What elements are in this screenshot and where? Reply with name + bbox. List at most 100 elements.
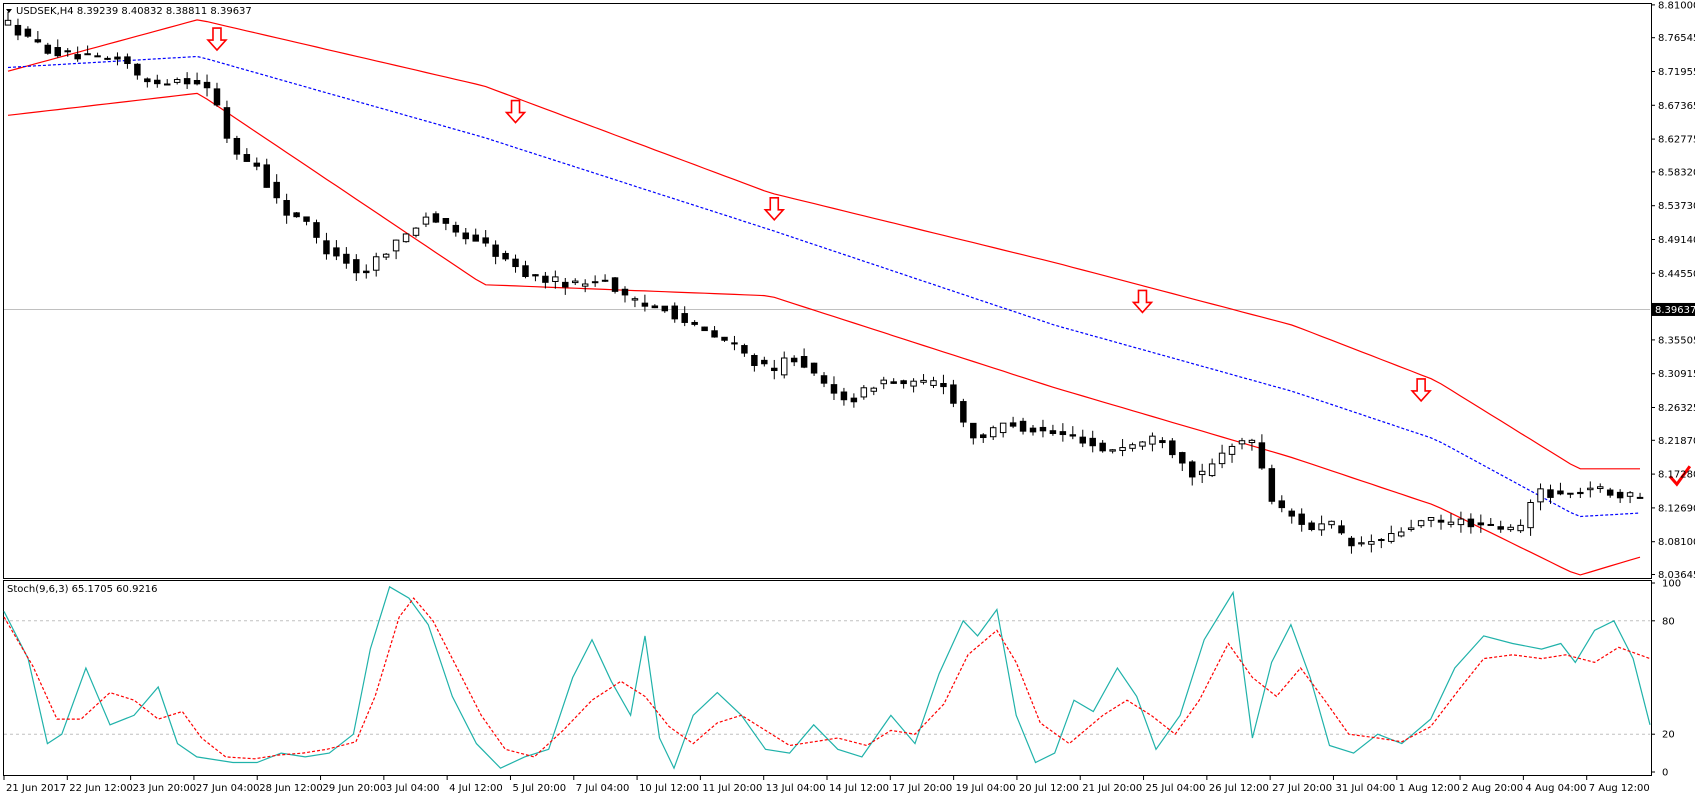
candle — [253, 157, 261, 171]
candle-body — [14, 24, 22, 36]
candle — [1388, 525, 1395, 544]
candle-body — [442, 218, 450, 224]
candle-body — [900, 380, 907, 385]
candle — [741, 343, 748, 357]
candle — [263, 158, 270, 188]
candle — [134, 63, 141, 80]
candle — [233, 135, 241, 160]
candle-body — [1407, 527, 1415, 530]
candle — [1606, 487, 1614, 498]
candle-body — [1208, 463, 1216, 477]
time-tick-label: 19 Jul 04:00 — [956, 783, 1016, 794]
candle-body — [1029, 427, 1037, 433]
candle — [1348, 536, 1355, 554]
candle — [1597, 483, 1604, 493]
candle-body — [1597, 486, 1604, 490]
candle-body — [502, 252, 509, 260]
candle — [930, 376, 937, 389]
candle — [213, 82, 221, 107]
candle — [34, 31, 42, 44]
candle — [1368, 534, 1375, 553]
price-tick-label: 8.17280 — [1658, 470, 1695, 481]
collapse-triangle-icon[interactable] — [6, 9, 12, 13]
candle — [552, 270, 559, 289]
candle — [1139, 441, 1146, 450]
time-tick-label: 21 Jun 2017 — [6, 783, 66, 794]
candle-body — [850, 397, 858, 403]
candle-body — [731, 342, 738, 345]
candle-body — [363, 270, 370, 274]
candle — [940, 374, 947, 395]
candle-body — [1238, 440, 1246, 445]
candle-body — [601, 279, 609, 282]
candle — [432, 211, 440, 224]
candle-body — [163, 83, 171, 86]
candle — [243, 148, 251, 162]
candle — [1188, 460, 1196, 486]
candle-body — [1049, 430, 1057, 435]
candle-body — [124, 56, 131, 65]
candle-body — [1318, 523, 1325, 531]
time-tick-label: 17 Jul 20:00 — [892, 783, 952, 794]
candle — [1288, 508, 1295, 524]
candle — [1587, 481, 1594, 498]
candle-body — [631, 298, 639, 301]
candle-body — [233, 137, 241, 155]
candle-body — [1477, 522, 1485, 526]
time-tick-label: 14 Jul 12:00 — [829, 783, 889, 794]
candle-body — [562, 281, 569, 288]
price-tick-label: 8.12690 — [1658, 503, 1695, 514]
candle — [1079, 429, 1087, 448]
candle — [761, 356, 768, 367]
candle — [1099, 440, 1106, 453]
candle — [1298, 508, 1305, 532]
candle — [283, 193, 290, 224]
candle-body — [1019, 420, 1027, 432]
candle — [1477, 514, 1485, 533]
middle-band-line — [7, 55, 1641, 518]
price-tick-label: 8.76545 — [1658, 33, 1695, 44]
candle — [163, 79, 171, 86]
candle — [591, 275, 599, 287]
candle — [173, 77, 181, 85]
candle-body — [691, 321, 698, 325]
candle-body — [492, 244, 499, 257]
candle-body — [1358, 542, 1365, 545]
candle-body — [104, 57, 111, 60]
candle-body — [1039, 426, 1047, 432]
candle-body — [422, 216, 430, 225]
candle-body — [243, 154, 251, 162]
candle — [1487, 518, 1495, 526]
candle — [681, 306, 688, 327]
price-tick-label: 8.58320 — [1658, 167, 1695, 178]
sell-arrow-icon — [206, 27, 228, 52]
candle — [860, 385, 868, 400]
candle-body — [293, 212, 300, 218]
candle-body — [970, 422, 977, 439]
candle — [402, 233, 410, 243]
candle — [472, 228, 479, 242]
candle — [810, 362, 818, 376]
candle-body — [323, 240, 330, 255]
candle — [323, 232, 330, 260]
candle — [1258, 434, 1266, 470]
stoch-signal-line — [3, 597, 1651, 760]
time-tick-label: 26 Jul 12:00 — [1209, 783, 1269, 794]
candle-body — [661, 305, 669, 312]
candle-body — [1258, 442, 1266, 469]
candle — [970, 422, 977, 445]
candle — [830, 376, 838, 400]
candle-body — [581, 283, 589, 287]
candle-body — [1248, 439, 1256, 444]
candle — [144, 77, 151, 88]
candle-body — [1348, 537, 1355, 547]
candle — [621, 286, 629, 303]
candle-body — [1517, 524, 1524, 532]
candle — [870, 386, 878, 396]
candle — [392, 239, 400, 260]
candle-body — [611, 277, 619, 292]
candle-body — [641, 302, 649, 307]
candles-layer — [4, 11, 1644, 554]
signals-layer — [206, 27, 1692, 487]
time-tick-label: 27 Jul 20:00 — [1272, 783, 1332, 794]
